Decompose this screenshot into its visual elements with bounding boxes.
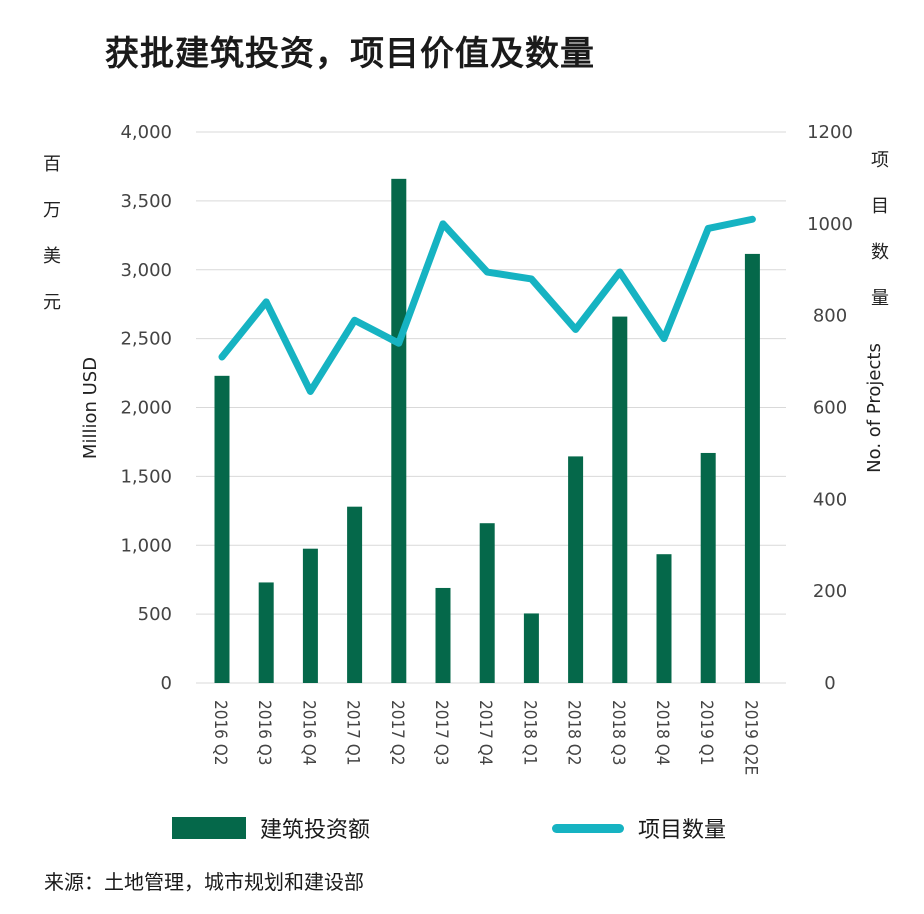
x-tick-label: 2018 Q4 <box>652 700 672 766</box>
bar <box>302 548 318 683</box>
legend-swatch-line <box>552 823 624 833</box>
bar <box>523 613 539 683</box>
y-left-label-cn: 美 <box>43 246 61 267</box>
x-tick-label: 2016 Q2 <box>210 700 230 766</box>
bar <box>479 523 495 683</box>
y-right-label-cn: 目 <box>871 196 889 217</box>
legend-swatch-bar <box>172 817 246 839</box>
bar <box>744 253 760 683</box>
y-left-label-cn: 元 <box>43 292 61 313</box>
x-tick-label: 2017 Q2 <box>387 700 407 766</box>
bar <box>612 316 628 683</box>
y-left-label-cn: 百 <box>43 154 61 175</box>
y-left-tick-label: 3,500 <box>120 191 172 212</box>
y-left-tick-label: 2,500 <box>120 329 172 350</box>
x-tick-label: 2017 Q3 <box>431 700 451 766</box>
y-right-label-cn: 数 <box>871 242 889 263</box>
y-left-tick-label: 4,000 <box>120 122 172 143</box>
chart-title: 获批建筑投资，项目价值及数量 <box>105 34 595 74</box>
y-left-tick-label: 0 <box>161 673 172 694</box>
series-line <box>218 215 756 395</box>
y-left-tick-label: 1,500 <box>120 466 172 487</box>
bar <box>656 554 672 683</box>
bar <box>435 587 451 683</box>
y-left-label-en: Million USD <box>80 357 101 459</box>
x-tick-label: 2016 Q4 <box>298 700 318 766</box>
y-right-label-en: No. of Projects <box>864 343 885 473</box>
legend-item-line: 项目数量 <box>552 812 726 844</box>
bar <box>258 582 274 683</box>
y-right-tick-label: 200 <box>813 581 847 602</box>
x-tick-label: 2019 Q1 <box>696 700 716 766</box>
y-left-tick-label: 1,000 <box>120 535 172 556</box>
bar <box>700 452 716 683</box>
x-tick-label: 2016 Q3 <box>254 700 274 766</box>
y-right-tick-label: 1200 <box>807 122 853 143</box>
y-left-tick-label: 3,000 <box>120 260 172 281</box>
x-tick-label: 2019 Q2E <box>740 700 760 775</box>
legend-item-bars: 建筑投资额 <box>172 812 370 844</box>
bar <box>568 456 584 683</box>
y-left-tick-label: 500 <box>138 604 172 625</box>
y-right-label-cn: 项 <box>871 150 889 171</box>
y-left-tick-label: 2,000 <box>120 398 172 419</box>
y-left-label-cn: 万 <box>43 200 61 221</box>
x-tick-label: 2018 Q2 <box>564 700 584 766</box>
legend-label-bars: 建筑投资额 <box>260 818 371 843</box>
bar <box>391 178 407 683</box>
y-right-tick-label: 800 <box>813 306 847 327</box>
y-right-label-cn: 量 <box>871 288 889 309</box>
x-tick-label: 2017 Q1 <box>343 700 363 766</box>
bar <box>214 375 230 683</box>
x-tick-label: 2017 Q4 <box>475 700 495 766</box>
y-right-tick-label: 600 <box>813 398 847 419</box>
y-right-tick-label: 0 <box>824 673 835 694</box>
legend-label-line: 项目数量 <box>638 818 727 843</box>
y-right-tick-label: 400 <box>813 489 847 510</box>
x-tick-label: 2018 Q3 <box>608 700 628 766</box>
x-tick-label: 2018 Q1 <box>519 700 539 766</box>
bar <box>347 506 363 683</box>
source-note: 来源：土地管理，城市规划和建设部 <box>44 870 364 894</box>
y-right-tick-label: 1000 <box>807 214 853 235</box>
